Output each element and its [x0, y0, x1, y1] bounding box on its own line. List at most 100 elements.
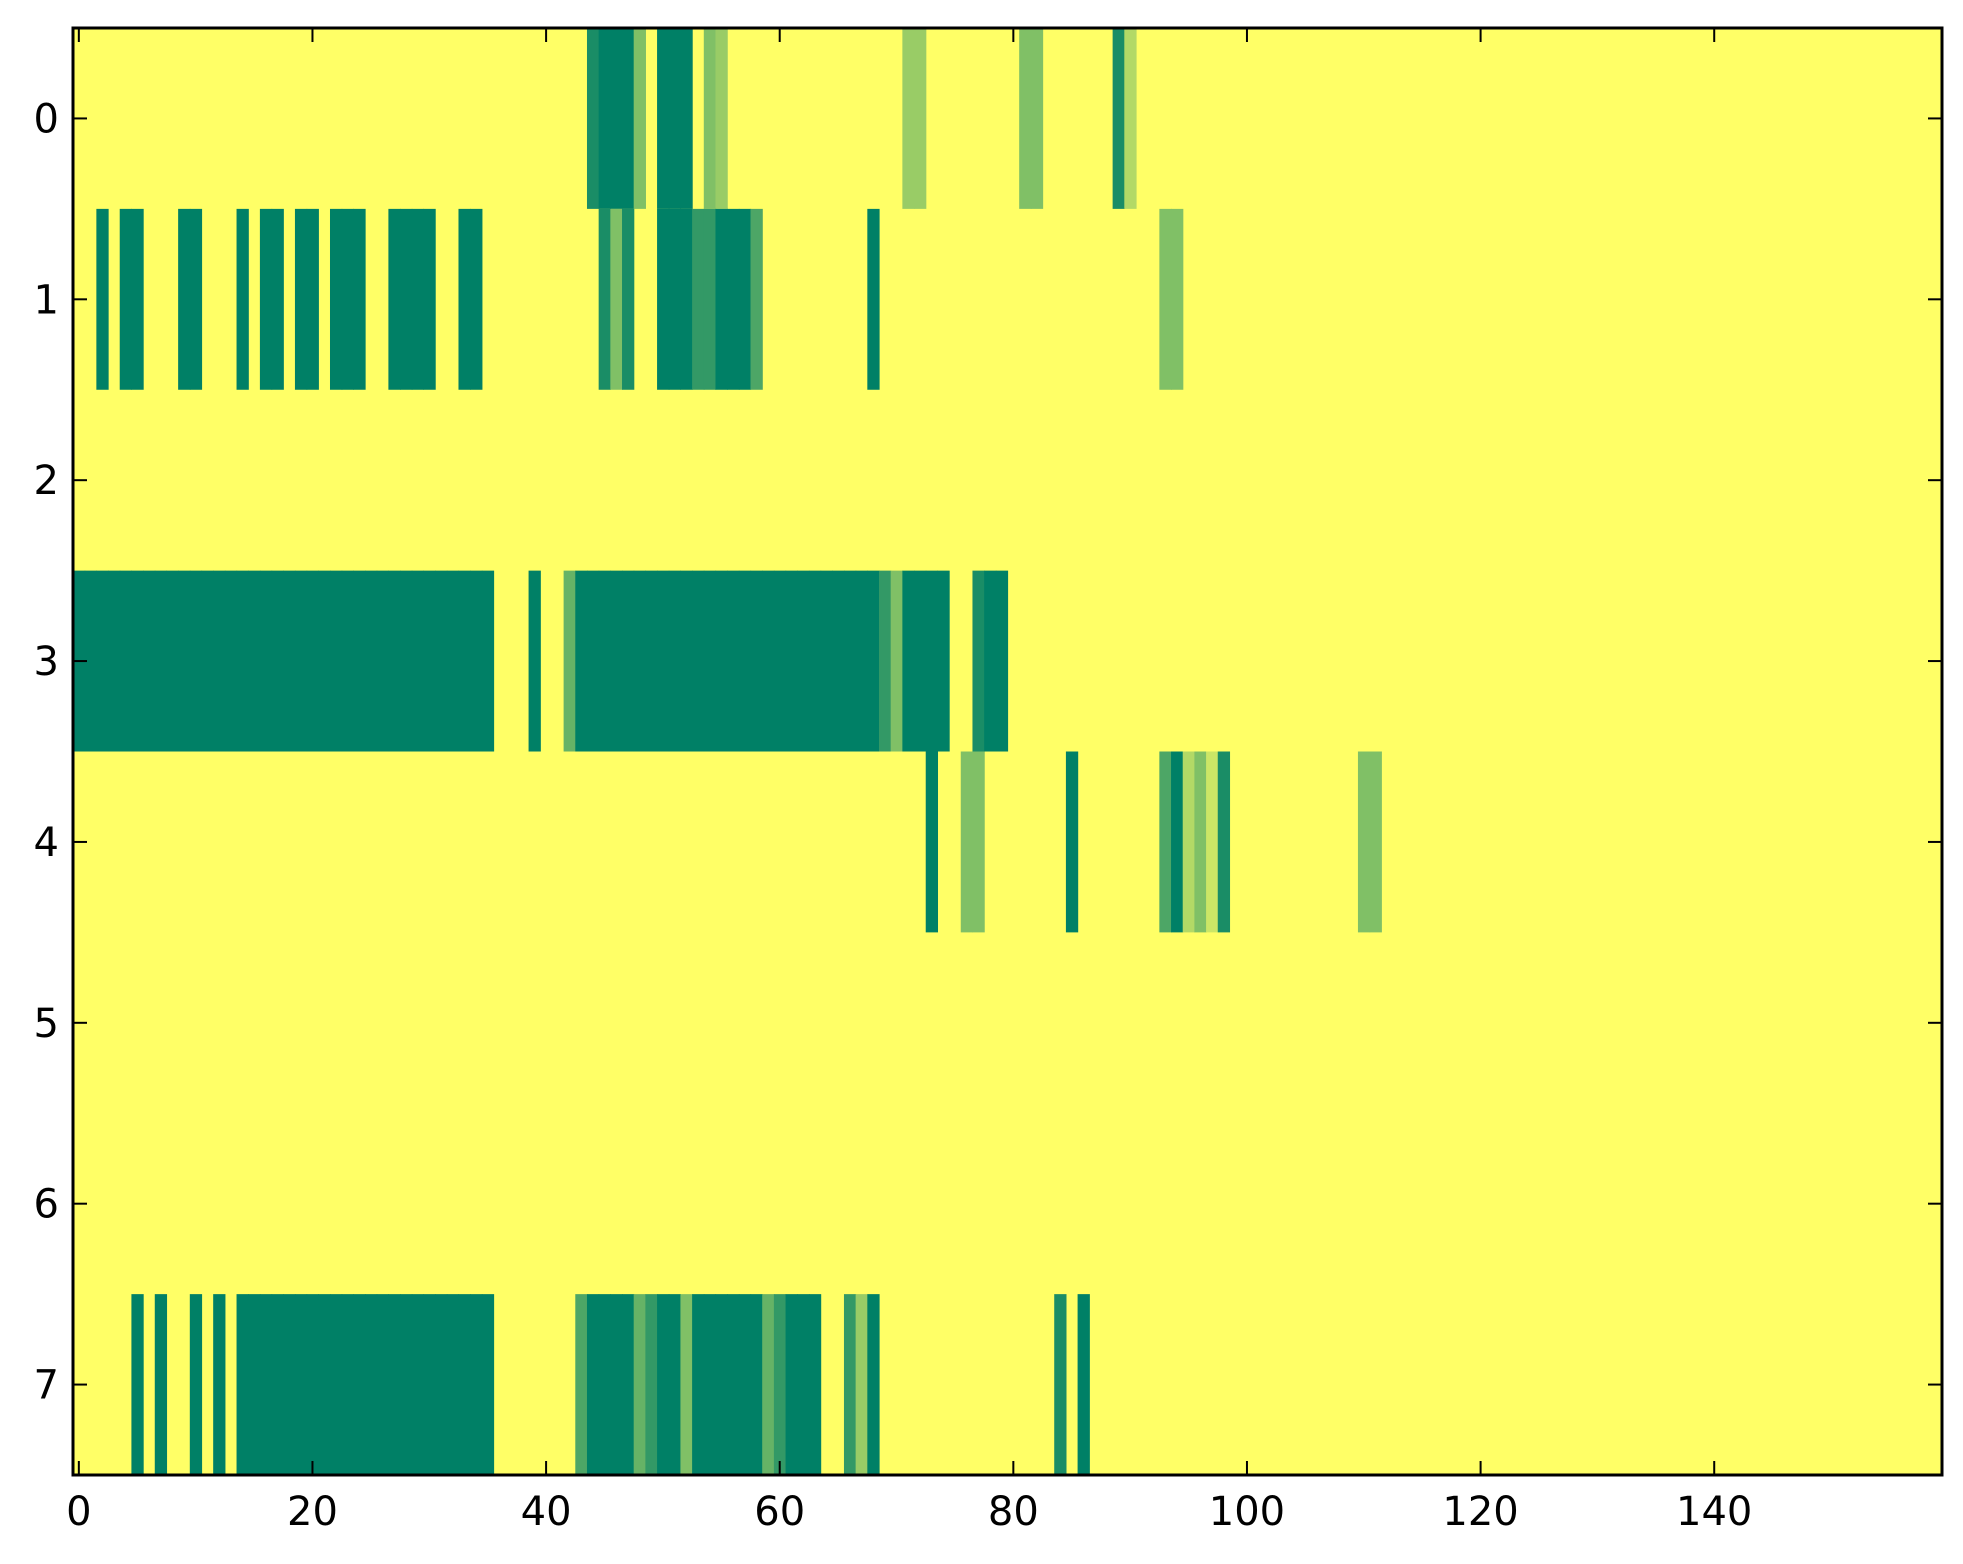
heatmap-cell	[703, 28, 717, 209]
heatmap-cells	[73, 28, 1382, 1476]
y-tick-label: 6	[34, 1182, 59, 1228]
heatmap-cell	[376, 570, 389, 752]
heatmap-cell	[657, 28, 670, 209]
heatmap-cell	[832, 570, 845, 752]
heatmap-cell	[1171, 208, 1184, 390]
heatmap-cell	[727, 208, 740, 390]
heatmap-cell	[727, 570, 740, 752]
heatmap-cell	[738, 570, 752, 752]
heatmap-cell	[1065, 751, 1079, 933]
heatmap-cell	[96, 208, 109, 390]
heatmap-cell	[108, 570, 121, 752]
heatmap-cell	[154, 570, 168, 752]
heatmap-cell	[353, 570, 366, 752]
heatmap-cell	[867, 1294, 880, 1476]
heatmap-cell	[458, 1294, 471, 1476]
heatmap-cell	[622, 28, 635, 209]
heatmap-cell	[925, 751, 939, 933]
y-tick-label: 4	[34, 820, 59, 866]
heatmap-cell	[446, 570, 460, 752]
heatmap-cell	[703, 208, 717, 390]
heatmap-cell	[785, 570, 798, 752]
heatmap-cell	[610, 1294, 623, 1476]
heatmap-cell	[329, 570, 343, 752]
heatmap-cell	[727, 1294, 740, 1476]
heatmap-cell	[610, 570, 623, 752]
heatmap-cell	[353, 208, 366, 390]
heatmap-cell	[820, 570, 833, 752]
heatmap-cell	[622, 1294, 635, 1476]
heatmap-cell	[1369, 751, 1382, 933]
x-tick-label: 60	[754, 1489, 805, 1535]
heatmap-cell	[1182, 751, 1195, 933]
heatmap-cell	[259, 208, 273, 390]
heatmap-cell	[435, 1294, 448, 1476]
heatmap-cell	[470, 1294, 483, 1476]
heatmap-cell	[1019, 28, 1032, 209]
heatmap-cell	[423, 1294, 436, 1476]
x-tick-label: 100	[1209, 1489, 1285, 1535]
heatmap-cell	[143, 570, 156, 752]
heatmap-cell	[879, 570, 892, 752]
heatmap-cell	[668, 570, 682, 752]
heatmap-cell	[423, 208, 436, 390]
heatmap-cell	[376, 1294, 389, 1476]
x-tick-label: 40	[521, 1489, 572, 1535]
heatmap-cell	[692, 570, 705, 752]
heatmap-cell	[750, 570, 763, 752]
heatmap-cell	[400, 1294, 413, 1476]
heatmap-cell	[306, 570, 319, 752]
heatmap-cell	[692, 1294, 705, 1476]
heatmap-cell	[84, 570, 97, 752]
heatmap-cell	[680, 1294, 693, 1476]
heatmap-cell	[411, 570, 425, 752]
heatmap-cell	[1054, 1294, 1067, 1476]
heatmap-cell	[750, 208, 763, 390]
heatmap-cell	[411, 1294, 425, 1476]
heatmap-cell	[481, 1294, 495, 1476]
heatmap-cell	[843, 570, 857, 752]
heatmap-cell	[446, 1294, 460, 1476]
heatmap-cell	[1171, 751, 1184, 933]
heatmap-cell	[189, 1294, 203, 1476]
heatmap-cell	[131, 208, 144, 390]
heatmap-cell	[843, 1294, 857, 1476]
heatmap-cell	[236, 208, 249, 390]
heatmap-cell	[470, 570, 483, 752]
heatmap-cell	[914, 570, 927, 752]
heatmap-cell	[984, 570, 997, 752]
heatmap-cell	[657, 208, 670, 390]
heatmap-cell	[154, 1294, 168, 1476]
heatmap-cell	[528, 570, 541, 752]
heatmap-cell	[435, 570, 448, 752]
heatmap-cell	[1357, 751, 1371, 933]
heatmap-cell	[715, 1294, 728, 1476]
heatmap-cell	[960, 751, 974, 933]
heatmap-cell	[294, 208, 308, 390]
heatmap-cell	[353, 1294, 366, 1476]
heatmap-cell	[995, 570, 1009, 752]
heatmap-cell	[341, 570, 354, 752]
heatmap-cell	[271, 570, 284, 752]
heatmap-cell	[1159, 208, 1172, 390]
heatmap-cell	[470, 208, 483, 390]
heatmap-cell	[131, 570, 144, 752]
x-tick-label: 20	[287, 1489, 338, 1535]
heatmap-cell	[306, 208, 319, 390]
heatmap-cell	[668, 28, 682, 209]
heatmap-cell	[283, 1294, 296, 1476]
heatmap-cell	[1077, 1294, 1090, 1476]
heatmap-cell	[213, 1294, 226, 1476]
heatmap-cell	[411, 208, 425, 390]
heatmap-cell	[668, 1294, 682, 1476]
heatmap-cell	[213, 570, 226, 752]
heatmap-cell	[318, 1294, 331, 1476]
x-tick-label: 80	[988, 1489, 1039, 1535]
heatmap-cell	[937, 570, 950, 752]
heatmap-cell	[680, 208, 693, 390]
y-tick-label: 0	[34, 96, 59, 142]
heatmap-cell	[715, 28, 728, 209]
heatmap-cell	[925, 570, 939, 752]
y-tick-label: 1	[34, 277, 59, 323]
